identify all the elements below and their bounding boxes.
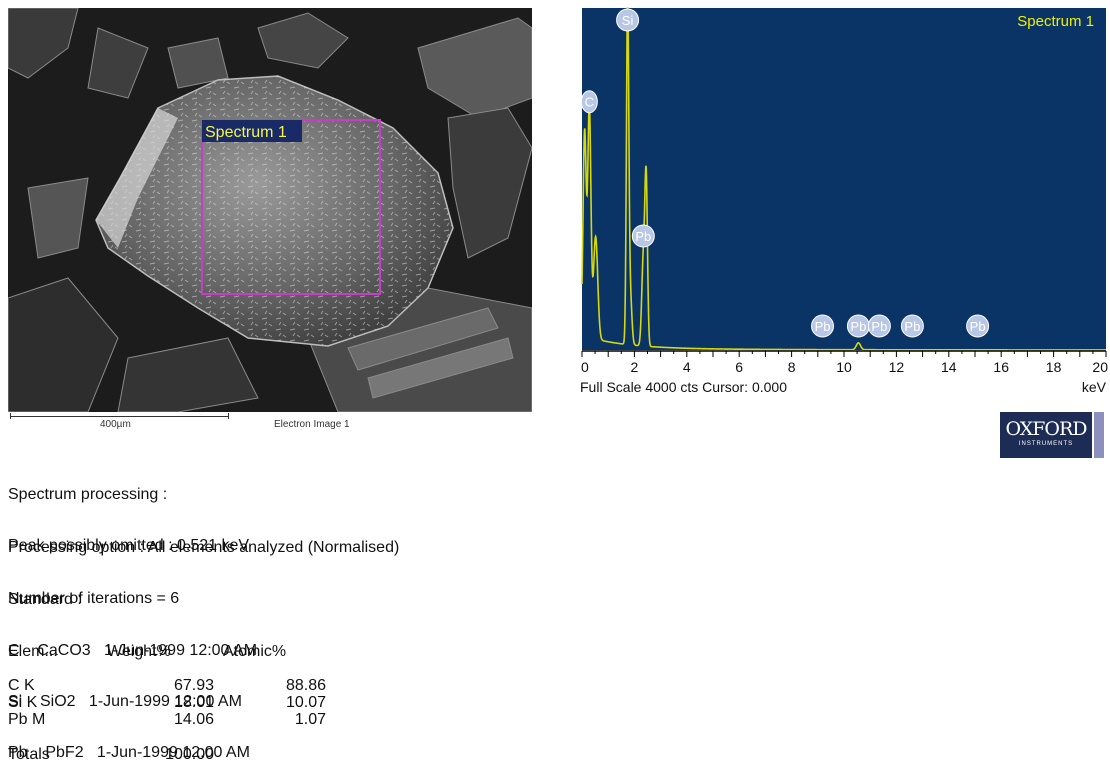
eds-spectrum-chart: C Si Pb Pb Pb Pb Pb Pb Spectrum 1 0 2 4 6 8 10 12 14 16…: [580, 7, 1108, 395]
standard-title: Standard :: [8, 591, 82, 608]
iterations-text: Number of iterations = 6: [8, 590, 180, 607]
totals-value: 100.00: [165, 746, 214, 763]
electron-image-footer: 400µm Electron Image 1: [8, 412, 532, 434]
peak-label: Pb: [811, 314, 835, 338]
peak-label: Si: [616, 8, 640, 32]
table-row-atomic: 88.86: [285, 677, 326, 694]
table-header: Elem...: [8, 643, 58, 660]
table-row-element: C K: [8, 677, 35, 694]
scale-bar-label: 400µm: [100, 419, 131, 430]
table-row-weight: 18.01: [173, 694, 214, 711]
standards-section: Standard : C CaCO3 1-Jun-1999 12:00 AM S…: [8, 557, 257, 778]
x-tick-label: 20: [1092, 359, 1108, 375]
svg-text:Si: Si: [622, 13, 634, 28]
table-row-atomic: 10.07: [285, 694, 326, 711]
logo-main-text: OXFORD: [1005, 418, 1087, 440]
svg-text:Pb: Pb: [815, 319, 831, 334]
standard-line: Si SiO2 1-Jun-1999 12:00 AM: [8, 693, 242, 710]
standard-line: Pb PbF2 1-Jun-1999 12:00 AM: [8, 744, 250, 761]
table-row-weight: 14.06: [173, 711, 214, 728]
peak-label: Pb: [631, 224, 655, 248]
electron-image: Spectrum 1: [8, 8, 532, 412]
svg-text:Pb: Pb: [970, 319, 986, 334]
peak-label: Pb: [966, 314, 990, 338]
totals-label: Totals: [8, 746, 50, 763]
svg-text:Pb: Pb: [904, 319, 920, 334]
spectrum-box-label-bg: [202, 120, 302, 142]
electron-image-label: Electron Image 1: [274, 419, 350, 430]
x-tick-label: 12: [889, 359, 905, 375]
peak-labels: C Si Pb Pb Pb Pb Pb Pb: [580, 8, 990, 338]
svg-text:Pb: Pb: [635, 229, 651, 244]
background-debris: [8, 8, 532, 412]
plot-background: [582, 8, 1106, 350]
x-tick-label: 14: [941, 359, 957, 375]
processing-section: Spectrum processing : Peak possibly omit…: [8, 452, 249, 571]
peak-label: Pb: [867, 314, 891, 338]
peak-omitted-text: Peak possibly omitted : 0.521 keV: [8, 537, 250, 554]
logo-sub-text: INSTRUMENTS: [1018, 441, 1074, 447]
table-row-atomic: 1.07: [294, 711, 326, 728]
x-tick-label: 10: [836, 359, 852, 375]
x-axis: 0 2 4 6 8 10 12 14 16 18 20: [581, 350, 1108, 375]
svg-text:C: C: [585, 95, 594, 110]
peak-label: C: [580, 90, 598, 114]
processing-title: Spectrum processing :: [8, 486, 168, 503]
x-axis-unit: keV: [1082, 379, 1107, 395]
peak-label: Pb: [846, 314, 870, 338]
oxford-instruments-logo: OXFORD INSTRUMENTS: [1000, 412, 1104, 458]
x-tick-label: 8: [788, 359, 796, 375]
spectrum-footer: Full Scale 4000 cts Cursor: 0.000: [580, 379, 787, 395]
table-row-element: Pb M: [8, 711, 46, 728]
scale-bar: [10, 416, 228, 417]
table-header: Weight%: [107, 643, 171, 660]
x-tick-label: 6: [735, 359, 743, 375]
option-section: Processing option : All elements analyze…: [8, 505, 399, 624]
spectrum-line: [581, 7, 1106, 351]
svg-text:Pb: Pb: [871, 319, 887, 334]
spectrum-title: Spectrum 1: [1017, 13, 1094, 30]
peak-label: Pb: [900, 314, 924, 338]
svg-text:Pb: Pb: [850, 319, 866, 334]
x-tick-label: 2: [631, 359, 639, 375]
x-tick-label: 0: [581, 359, 589, 375]
processing-option-text: Processing option : All elements analyze…: [8, 539, 400, 556]
x-tick-label: 4: [683, 359, 691, 375]
x-tick-label: 18: [1046, 359, 1062, 375]
table-header: Atomic%: [223, 643, 287, 660]
table-row-weight: 67.93: [173, 677, 214, 694]
standard-line: C CaCO3 1-Jun-1999 12:00 AM: [8, 642, 258, 659]
spectrum-box-label: Spectrum 1: [205, 124, 287, 141]
table-row-element: Si K: [8, 694, 38, 711]
x-tick-label: 16: [993, 359, 1009, 375]
